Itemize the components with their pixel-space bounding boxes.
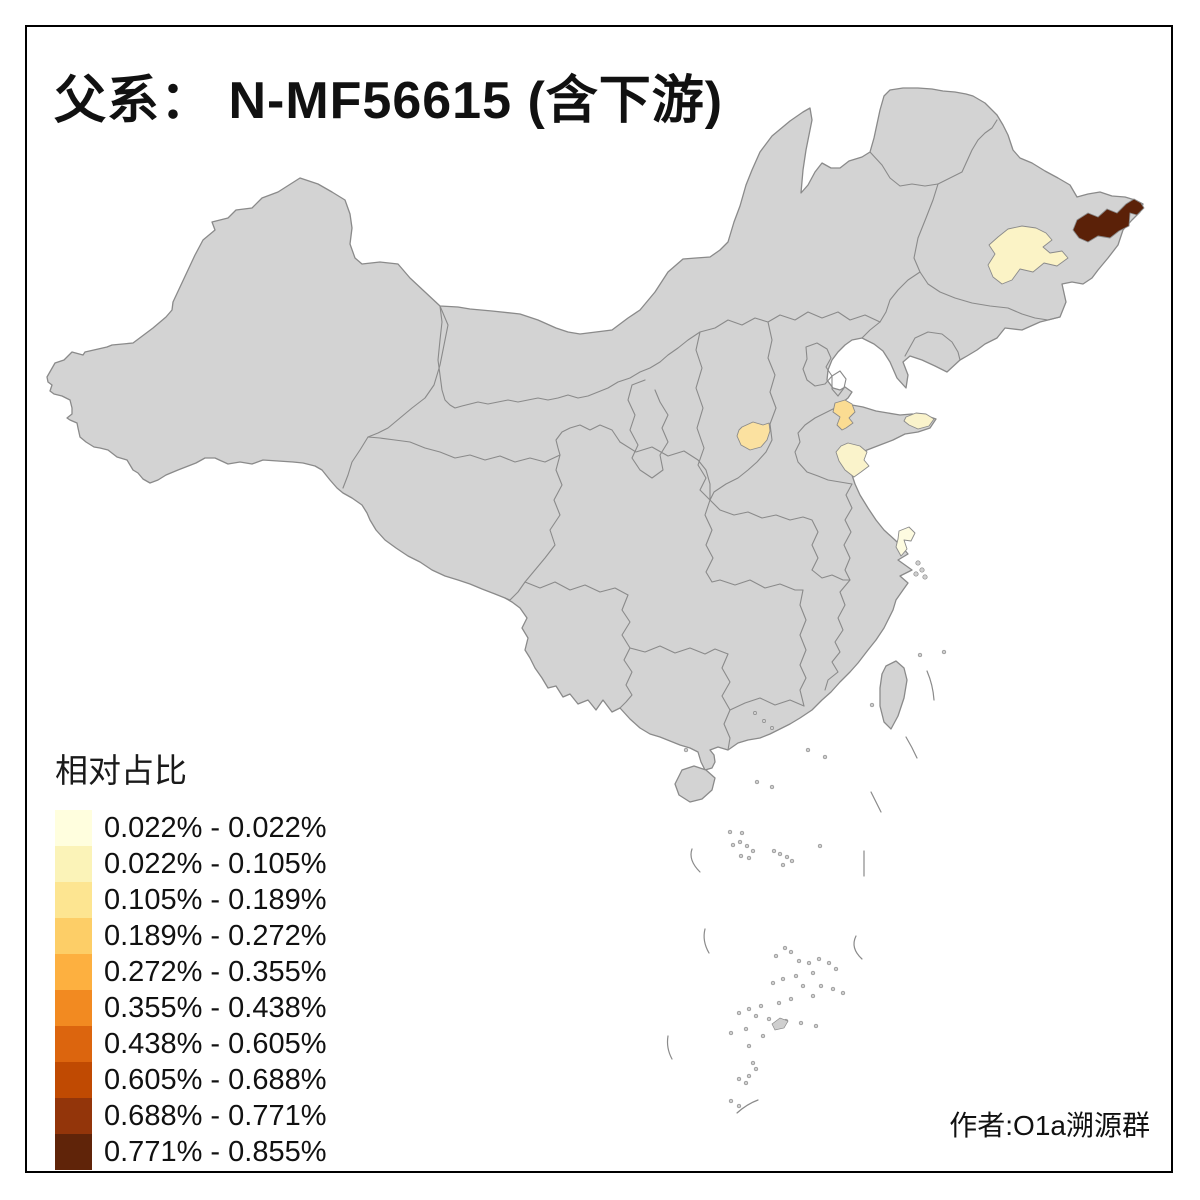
province-border-tibet-sichuan [504,454,563,601]
legend-row: 0.605% - 0.688% [55,1062,326,1098]
legend-row: 0.105% - 0.189% [55,882,326,918]
northeast-pale-region [987,225,1069,285]
author-credit: 作者:O1a溯源群 [949,1110,1150,1141]
legend: 相对占比 0.022% - 0.022% 0.022% - 0.105% 0.1… [55,744,326,1170]
legend-row: 0.189% - 0.272% [55,918,326,954]
province-border-im-heilongjiang [869,119,998,187]
page-title: 父系： N-MF56615 (含下游) [54,72,724,130]
province-border-im-jilin [861,271,921,339]
legend-row: 0.022% - 0.022% [55,810,326,846]
province-border-jilin-liaoning [904,331,961,361]
island-arc [666,1035,673,1060]
island-arc [703,928,710,954]
legend-label: 0.771% - 0.855% [104,1136,327,1168]
province-border-guangdong-hunan [729,697,805,711]
legend-row: 0.272% - 0.355% [55,954,326,990]
province-border-anhui-jiangsu [843,483,853,581]
yangtze-mouth-region [895,526,916,557]
east-shandong-tip-region [903,412,935,430]
province-border-guangxi-guangdong [721,653,731,751]
province-border-chongqing [704,499,721,583]
plot-frame [25,25,1173,1173]
province-border-shaanxi-south [619,441,711,501]
hainan-island [674,765,716,803]
legend-swatch [55,1098,92,1134]
island-arc [690,848,701,873]
province-border-beijing [802,342,833,387]
province-border-yunnan-north [524,581,629,596]
legend-row: 0.355% - 0.438% [55,990,326,1026]
province-border-xinjiang-east [367,305,449,438]
legend-label: 0.022% - 0.022% [104,812,327,844]
northeast-dark-region [1072,198,1145,243]
legend-label: 0.438% - 0.605% [104,1028,327,1060]
legend-swatch [55,990,92,1026]
province-border-tianjin [831,370,847,397]
legend-title: 相对占比 [55,752,187,789]
province-border-im-south [437,305,881,409]
legend-label: 0.272% - 0.355% [104,956,327,988]
legend-swatch [55,954,92,990]
island-dash [870,791,882,813]
legend-row: 0.022% - 0.105% [55,846,326,882]
mainland-outline [46,87,1144,771]
province-border-shanxi-west [695,331,711,501]
taiwan-island [879,660,908,730]
southeast-shanxi-region [736,421,771,451]
province-border-hubei-hunan [719,579,804,591]
legend-label: 0.105% - 0.189% [104,884,327,916]
province-border-henan-hubei [709,499,819,571]
legend-swatch [55,1134,92,1170]
legend-row: 0.771% - 0.855% [55,1134,326,1170]
legend-label: 0.189% - 0.272% [104,920,327,952]
legend-swatch [55,1062,92,1098]
province-border-qinghai-tibet [342,436,561,489]
legend-label: 0.605% - 0.688% [104,1064,327,1096]
province-border-guizhou-guangxi [629,645,729,655]
legend-swatch [55,846,92,882]
legend-label: 0.688% - 0.771% [104,1100,327,1132]
legend-swatch [55,1026,92,1062]
legend-label: 0.022% - 0.105% [104,848,327,880]
legend-swatch [55,810,92,846]
ryukyu-dash [905,736,918,759]
legend-row: 0.688% - 0.771% [55,1098,326,1134]
islet-specks [683,560,947,1109]
legend-swatch [55,918,92,954]
province-border-shanxi-east [709,321,777,501]
province-border-shandong-west [794,401,853,485]
province-border-zhejiang-fujian [811,569,851,691]
ryukyu-dash [926,670,935,701]
province-border-hunan-jiangxi [799,589,807,707]
island-arc [736,1099,759,1114]
south-shandong-region [835,442,870,478]
legend-label: 0.355% - 0.438% [104,992,327,1024]
island-arc [853,935,863,960]
legend-row: 0.438% - 0.605% [55,1026,326,1062]
province-border-qinghai-east [555,424,621,456]
province-border-heilongjiang-west [913,183,1061,321]
province-border-yunnan-east [619,594,633,709]
north-shandong-region [832,399,856,431]
legend-swatch [55,882,92,918]
province-border-ningxia [627,379,669,479]
